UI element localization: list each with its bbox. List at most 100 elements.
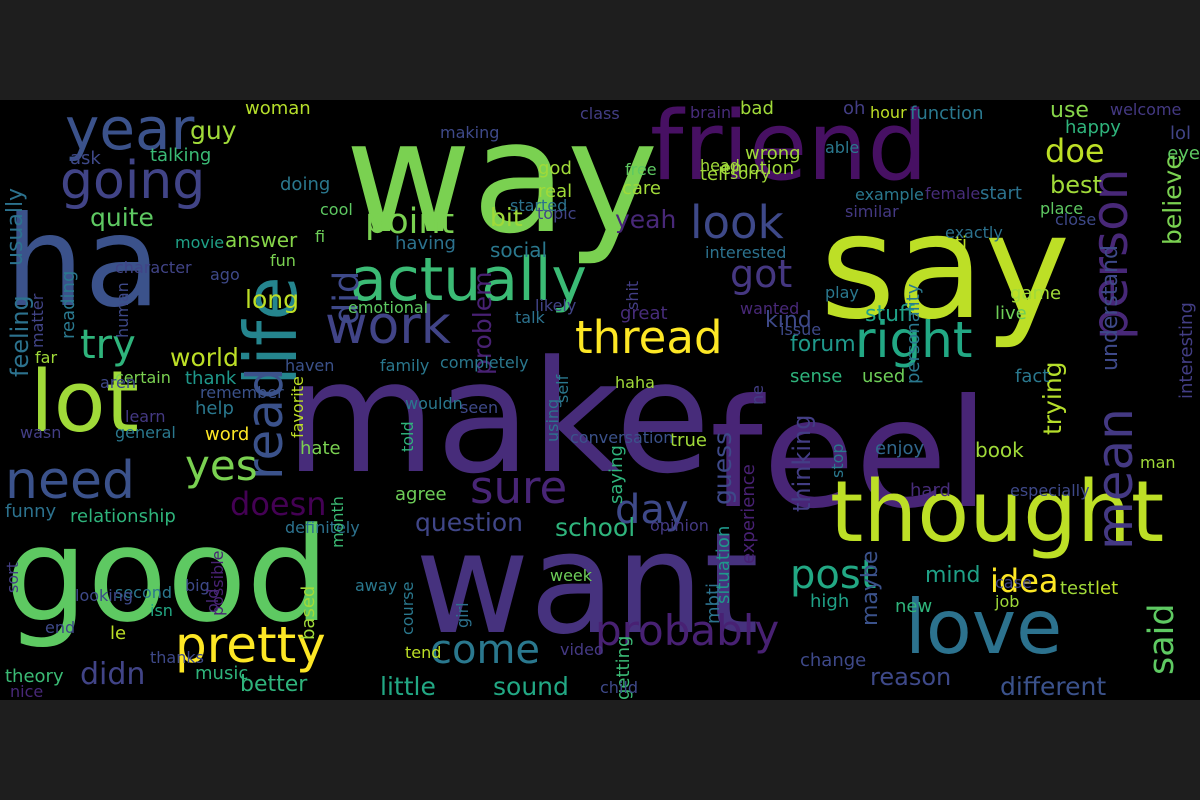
word-emotional: emotional (348, 298, 429, 317)
word-saying: saying (606, 445, 627, 504)
word-learn: learn (125, 407, 166, 426)
word-look: look (690, 196, 784, 249)
word-cool: cool (320, 200, 353, 219)
word-le: le (110, 623, 127, 644)
word-word: word (205, 424, 250, 445)
word-able: able (825, 138, 860, 157)
word-opinion: opinion (650, 516, 709, 535)
word-god: god (538, 158, 572, 179)
word-fun: fun (270, 251, 296, 270)
word-ago: ago (210, 265, 240, 284)
word-answer: answer (225, 228, 298, 252)
word-man: man (1140, 453, 1176, 472)
word-month: month (328, 496, 347, 548)
word-idea: idea (990, 562, 1059, 600)
word-actually: actually (350, 245, 587, 315)
word-example: example (855, 185, 924, 204)
word-end: end (45, 618, 76, 637)
word-sound: sound (493, 672, 569, 700)
word-social: social (490, 238, 548, 262)
word-friend: friend (650, 100, 928, 202)
word-funny: funny (5, 501, 57, 522)
word-female: female (925, 184, 981, 203)
word-guy: guy (190, 116, 237, 145)
word-human: human (113, 282, 132, 338)
word-forum: forum (790, 332, 856, 357)
word-experience: experience (738, 464, 759, 564)
word-free: free (625, 160, 657, 179)
word-interested: interested (705, 243, 787, 262)
word-need: need (5, 451, 135, 511)
word-function: function (910, 103, 984, 124)
word-mbti: mbti (703, 582, 724, 624)
word-try: try (80, 322, 136, 368)
word-used: used (862, 366, 906, 387)
word-quite: quite (90, 203, 154, 232)
word-eye: eye (1167, 143, 1200, 164)
word-issue: issue (780, 320, 822, 339)
word-close: close (1055, 210, 1097, 229)
word-believe: believe (1158, 154, 1187, 245)
word-thanks: thanks (150, 648, 204, 667)
word-didn: didn (80, 657, 146, 692)
word-high: high (810, 591, 850, 612)
word-true: true (670, 430, 707, 451)
word-make: make (285, 327, 711, 508)
word-woman: woman (245, 100, 311, 119)
word-bad: bad (740, 100, 774, 119)
word-wouldn: wouldn (405, 394, 463, 413)
word-talking: talking (150, 145, 212, 166)
word-isn: isn (150, 601, 173, 620)
word-relationship: relationship (70, 506, 176, 527)
word-cloud: way say make feel good want ha friend thought lif… (0, 100, 1200, 700)
word-lot: lot (30, 353, 139, 452)
word-nice: nice (10, 682, 44, 700)
word-certain: certain (115, 368, 171, 387)
word-likely: likely (535, 296, 577, 315)
word-away: away (355, 576, 398, 595)
word-interesting: interesting (1176, 302, 1197, 399)
word-care: care (622, 178, 662, 199)
word-hate: hate (300, 438, 341, 459)
word-new: new (895, 596, 933, 617)
word-want: want (415, 503, 759, 666)
word-hour: hour (870, 103, 907, 122)
word-job: job (995, 592, 1020, 611)
word-doesn: doesn (230, 485, 327, 523)
word-day: day (615, 487, 689, 533)
word-question: question (415, 508, 524, 537)
word-wasn: wasn (20, 423, 62, 442)
word-class: class (580, 104, 620, 123)
word-general: general (115, 423, 176, 442)
word-let: let (1095, 578, 1119, 599)
word-different: different (1000, 672, 1107, 700)
word-especially: especially (1010, 481, 1090, 500)
word-maybe: maybe (858, 550, 883, 626)
word-mind: mind (925, 563, 981, 588)
word-agree: agree (395, 484, 447, 505)
word-help: help (195, 398, 234, 419)
word-big: big (185, 576, 210, 595)
word-personality: personality (903, 283, 924, 384)
word-yes: yes (185, 441, 258, 490)
word-work: work (325, 296, 451, 356)
word-character: character (115, 258, 192, 277)
word-start: start (980, 183, 1022, 204)
word-point: point (365, 202, 455, 242)
word-fact: fact (1015, 366, 1050, 387)
word-case: case (995, 573, 1032, 592)
word-fi: fi (315, 227, 326, 246)
word-exactly: exactly (945, 223, 1003, 242)
word-yeah: yeah (615, 205, 677, 234)
word-right: right (855, 311, 973, 369)
word-going: going (60, 151, 206, 211)
word-sure: sure (470, 461, 568, 514)
word-far: far (35, 348, 58, 367)
word-love: love (905, 583, 1063, 671)
word-music: music (195, 663, 249, 684)
word-video: video (560, 640, 604, 659)
word-tell: tell (700, 164, 729, 185)
word-girl: girl (453, 602, 472, 628)
word-feel: feel (710, 368, 990, 542)
word-having: having (395, 233, 456, 254)
